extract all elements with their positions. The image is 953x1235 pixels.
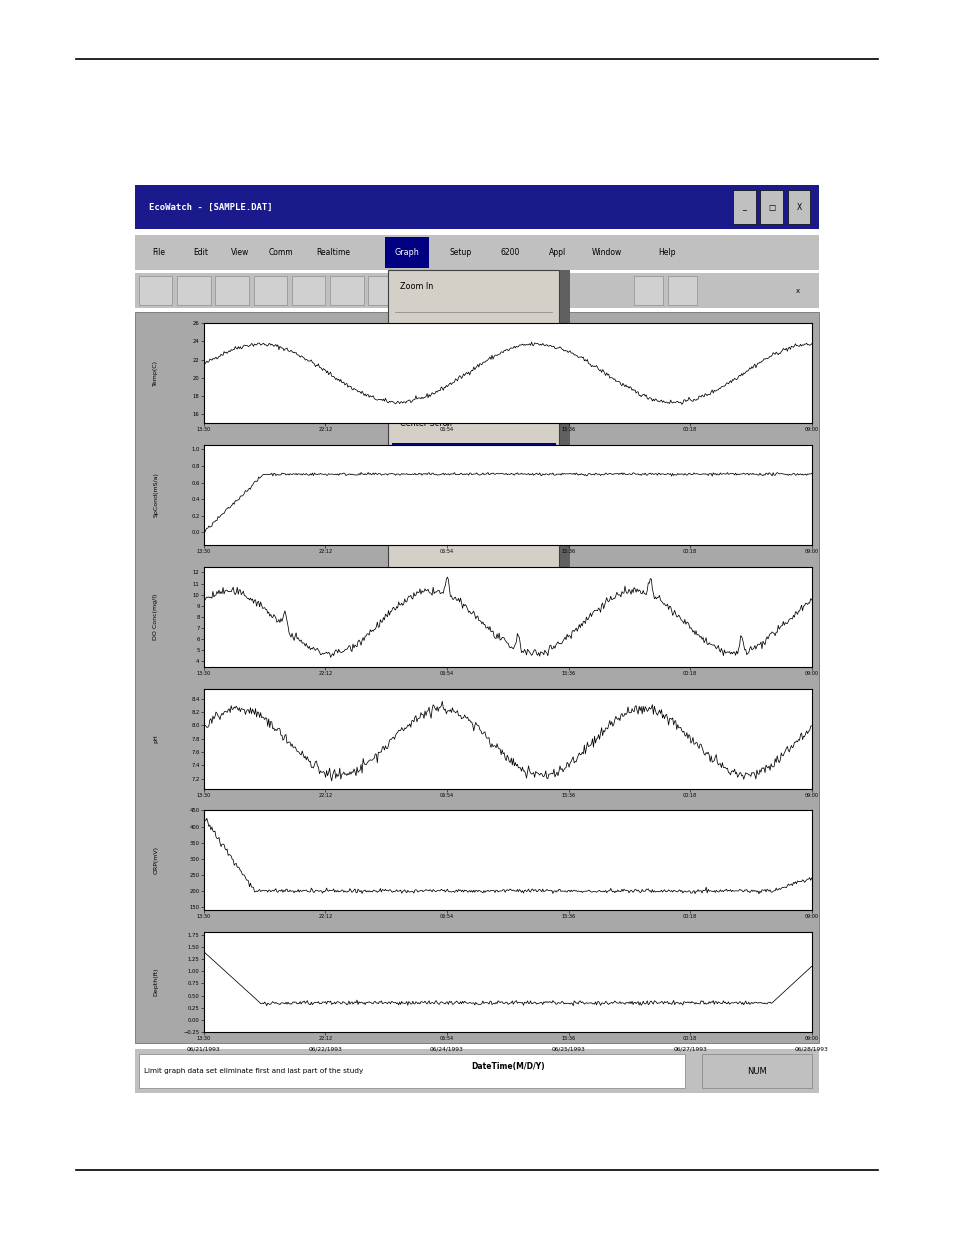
Text: x: x bbox=[795, 288, 800, 294]
Bar bbox=[667, 277, 697, 305]
Bar bbox=[701, 1053, 811, 1088]
Bar bbox=[384, 237, 429, 268]
Text: Appl: Appl bbox=[548, 248, 565, 257]
Text: 06/27/1993: 06/27/1993 bbox=[673, 1047, 706, 1052]
Text: Temp(C): Temp(C) bbox=[153, 361, 158, 387]
Bar bbox=[135, 312, 818, 1044]
Text: Graph: Graph bbox=[395, 248, 419, 257]
Bar bbox=[368, 277, 401, 305]
Text: Manuel Scale...: Manuel Scale... bbox=[400, 538, 461, 547]
Text: Realtime: Realtime bbox=[316, 248, 350, 257]
Text: Edit: Edit bbox=[193, 248, 209, 257]
Text: 06/21/1993: 06/21/1993 bbox=[187, 1047, 220, 1052]
Text: ORP(mV): ORP(mV) bbox=[153, 846, 158, 874]
Text: NUM: NUM bbox=[746, 1067, 766, 1076]
Bar bbox=[139, 1053, 684, 1088]
Bar bbox=[732, 190, 755, 225]
Text: Setup: Setup bbox=[449, 248, 472, 257]
Bar bbox=[388, 269, 558, 646]
Bar bbox=[330, 277, 363, 305]
Bar bbox=[135, 273, 818, 308]
Bar bbox=[135, 235, 818, 269]
Text: DO Conc(mg/l): DO Conc(mg/l) bbox=[153, 594, 158, 640]
Bar bbox=[177, 277, 211, 305]
Bar bbox=[482, 277, 517, 305]
Text: File: File bbox=[152, 248, 166, 257]
Bar bbox=[292, 277, 325, 305]
Text: Limit graph data set eliminate first and last part of the study: Limit graph data set eliminate first and… bbox=[144, 1068, 362, 1074]
Bar bbox=[777, 277, 814, 305]
Bar bbox=[135, 1050, 818, 1093]
Text: SpCond(mS/a): SpCond(mS/a) bbox=[153, 473, 158, 517]
Text: _: _ bbox=[741, 203, 745, 211]
Text: 06/24/1993: 06/24/1993 bbox=[430, 1047, 463, 1052]
Bar bbox=[215, 277, 249, 305]
Bar bbox=[135, 185, 818, 228]
Bar bbox=[406, 277, 439, 305]
Bar bbox=[521, 277, 555, 305]
Bar bbox=[394, 269, 569, 653]
Bar bbox=[787, 190, 809, 225]
Text: Comm: Comm bbox=[269, 248, 293, 257]
Text: □: □ bbox=[767, 203, 775, 211]
Text: pH: pH bbox=[153, 735, 158, 743]
Text: Cancel Limits: Cancel Limits bbox=[400, 624, 454, 632]
Text: Window: Window bbox=[591, 248, 621, 257]
Text: Autoscale: Autoscale bbox=[400, 504, 439, 513]
Bar bbox=[760, 190, 782, 225]
Text: 06/25/1993: 06/25/1993 bbox=[551, 1047, 585, 1052]
Text: EcoWatch - [SAMPLE.DAT]: EcoWatch - [SAMPLE.DAT] bbox=[149, 203, 273, 211]
Text: DateTime(M/D/Y): DateTime(M/D/Y) bbox=[471, 1062, 544, 1071]
Text: Zoom In: Zoom In bbox=[400, 283, 434, 291]
Text: Help: Help bbox=[658, 248, 675, 257]
Bar bbox=[253, 277, 287, 305]
Text: Center Scroll: Center Scroll bbox=[400, 419, 452, 427]
Bar bbox=[391, 443, 555, 472]
Text: Limit Data Set: Limit Data Set bbox=[400, 453, 457, 462]
Text: Unzoom: Unzoom bbox=[400, 333, 434, 342]
Text: X: X bbox=[796, 203, 801, 211]
Text: Depth(ft): Depth(ft) bbox=[153, 968, 158, 997]
Text: 6200: 6200 bbox=[500, 248, 519, 257]
Text: Zoom Window: Zoom Window bbox=[400, 384, 457, 393]
Text: 06/28/1993: 06/28/1993 bbox=[794, 1047, 828, 1052]
Bar bbox=[634, 277, 662, 305]
Bar bbox=[139, 277, 172, 305]
Text: Redraw: Redraw bbox=[400, 589, 430, 598]
Bar bbox=[444, 277, 477, 305]
Text: View: View bbox=[231, 248, 249, 257]
Text: 06/22/1993: 06/22/1993 bbox=[308, 1047, 342, 1052]
